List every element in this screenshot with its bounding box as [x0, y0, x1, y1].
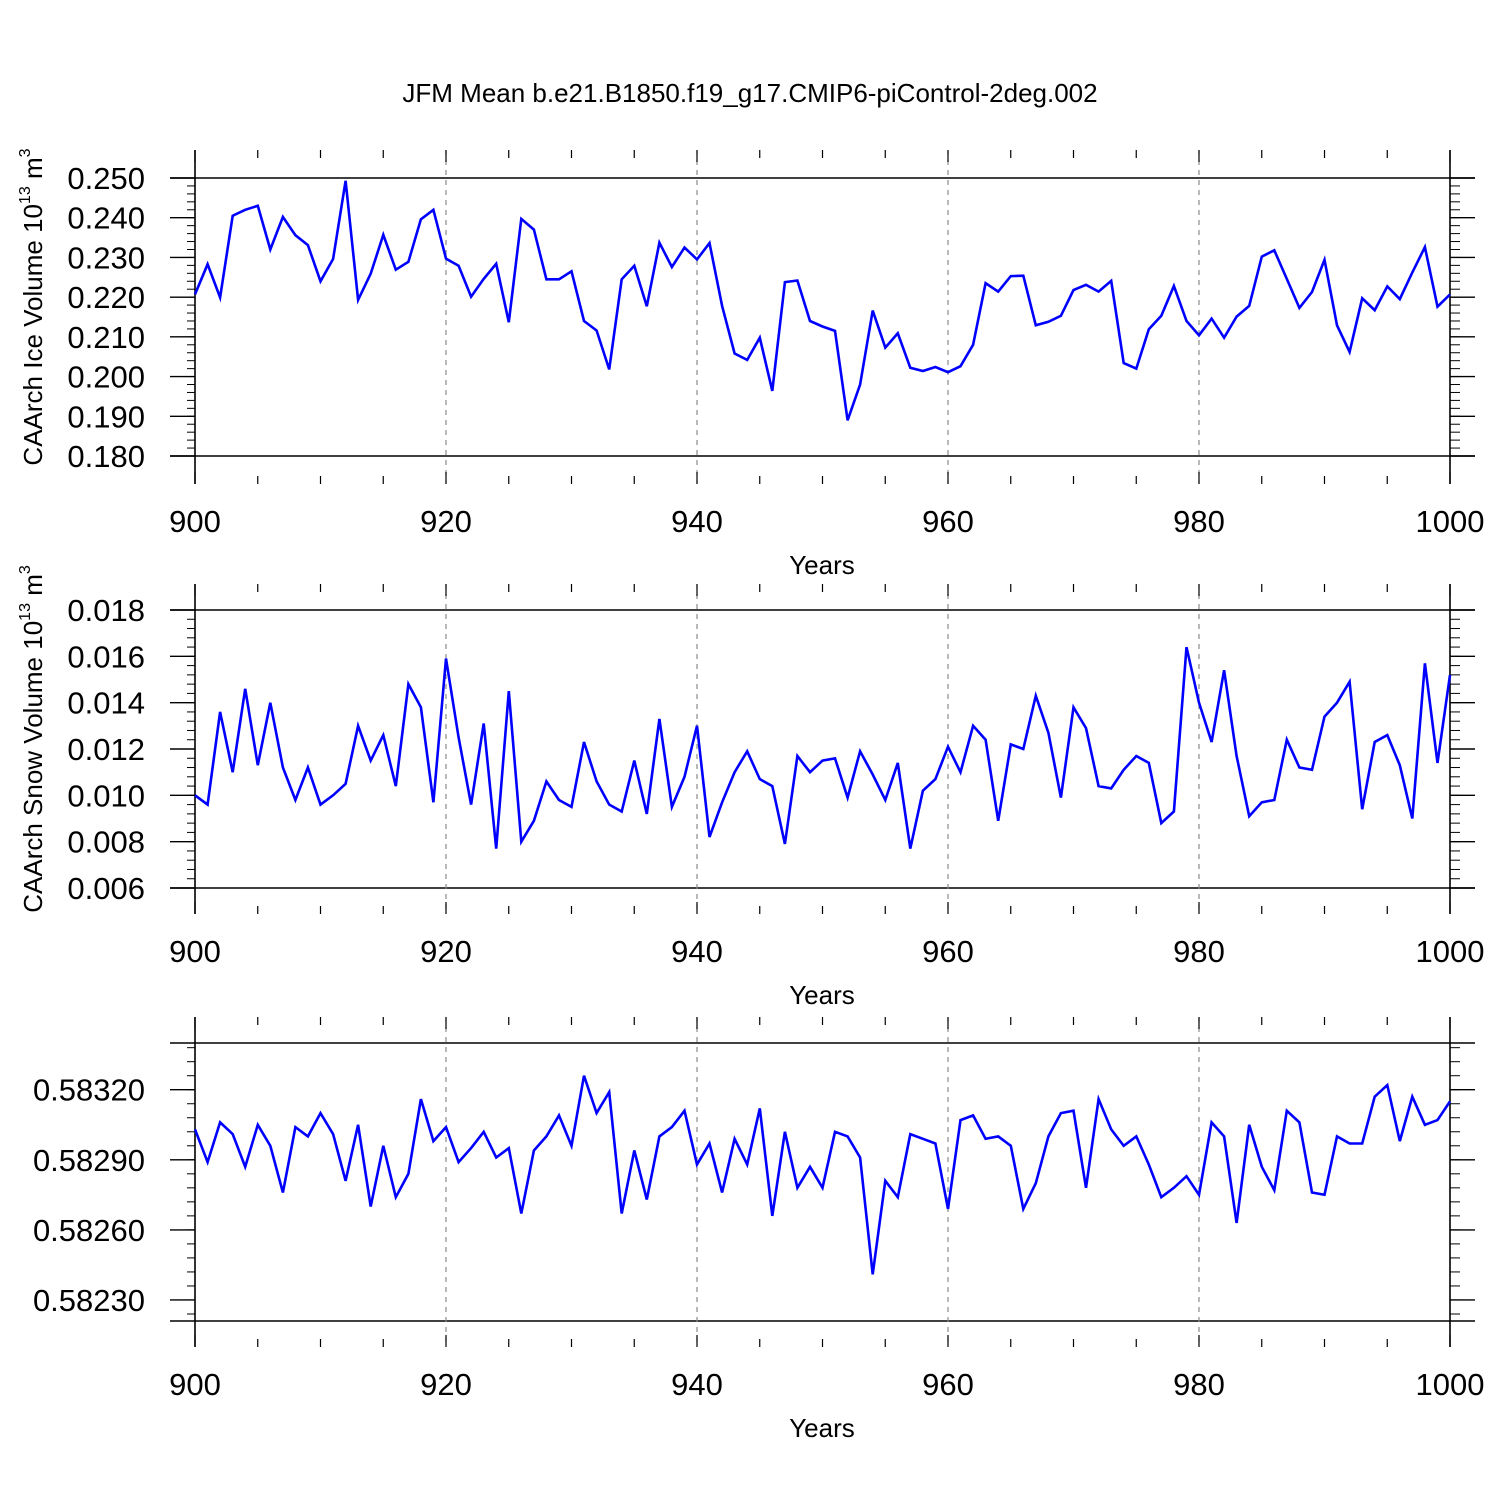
y-tick-label: 0.190: [67, 399, 145, 434]
x-tick-label: 960: [922, 504, 974, 539]
y-axis-label-exponent: 13: [17, 603, 34, 621]
panel-1: 0.180 0.190 0.200 0.210 0.220 0.230 0.240 0.250…: [17, 148, 1484, 580]
y-axis-label-text: CAArch Snow Volume 10: [18, 621, 48, 913]
y-axis-label: CAArch Snow Volume 1013 m3: [17, 565, 48, 913]
x-tick-label: 940: [671, 934, 723, 969]
y-axis-label-exponent: 13: [17, 186, 34, 204]
x-axis-label: Years: [789, 550, 855, 580]
panel-2: 0.006 0.008 0.010 0.012 0.014 0.016 0.018 900 92…: [17, 565, 1484, 1010]
y-axis-label: CAArch Ice Volume 1013 m3: [17, 148, 48, 465]
x-tick-label: 1000: [1416, 934, 1485, 969]
y-tick-label: 0.016: [67, 639, 145, 674]
y-tick-label: 0.010: [67, 778, 145, 813]
x-tick-label: 900: [169, 504, 221, 539]
y-axis-label-unit: m: [18, 157, 48, 186]
y-tick-label: 0.018: [67, 593, 145, 628]
y-tick-label: 0.250: [67, 161, 145, 196]
y-axis-label-unit-exponent: 3: [17, 148, 34, 157]
x-tick-label: 960: [922, 934, 974, 969]
x-tick-label: 1000: [1416, 504, 1485, 539]
y-tick-label: 0.220: [67, 280, 145, 315]
y-axis-label-unit-exponent: 3: [17, 565, 34, 574]
x-tick-label: 940: [671, 504, 723, 539]
y-axis-label-unit: m: [18, 574, 48, 603]
x-axis-label: Years: [789, 1413, 855, 1443]
y-axis-label-text: CAArch Ice Volume 10: [18, 204, 48, 466]
x-tick-label: 980: [1173, 504, 1225, 539]
y-tick-label: 0.58230: [33, 1283, 145, 1318]
x-tick-label: 980: [1173, 934, 1225, 969]
y-tick-label: 0.58290: [33, 1143, 145, 1178]
y-tick-label: 0.58320: [33, 1073, 145, 1108]
x-tick-label: 900: [169, 934, 221, 969]
x-tick-label: 920: [420, 1367, 472, 1402]
y-tick-label: 0.180: [67, 439, 145, 474]
x-tick-label: 980: [1173, 1367, 1225, 1402]
y-tick-label: 0.014: [67, 686, 145, 721]
x-tick-label: 960: [922, 1367, 974, 1402]
x-tick-label: 940: [671, 1367, 723, 1402]
y-tick-label: 0.200: [67, 360, 145, 395]
y-tick-label: 0.006: [67, 871, 145, 906]
series-line: [193, 180, 1451, 421]
x-axis-label: Years: [789, 980, 855, 1010]
x-tick-label: 1000: [1416, 1367, 1485, 1402]
y-tick-label: 0.240: [67, 201, 145, 236]
panel-3: 0.58230 0.58260 0.58290 0.58320 900 920 940 960…: [33, 1017, 1485, 1443]
y-tick-label: 0.008: [67, 825, 145, 860]
y-tick-label: 0.012: [67, 732, 145, 767]
y-tick-label: 0.210: [67, 320, 145, 355]
x-tick-label: 920: [420, 504, 472, 539]
chart-title: JFM Mean b.e21.B1850.f19_g17.CMIP6-piCon…: [402, 78, 1098, 108]
x-tick-label: 900: [169, 1367, 221, 1402]
x-tick-label: 920: [420, 934, 472, 969]
y-tick-label: 0.58260: [33, 1213, 145, 1248]
series-line: [193, 1075, 1452, 1275]
y-tick-label: 0.230: [67, 240, 145, 275]
series-line: [194, 646, 1452, 849]
